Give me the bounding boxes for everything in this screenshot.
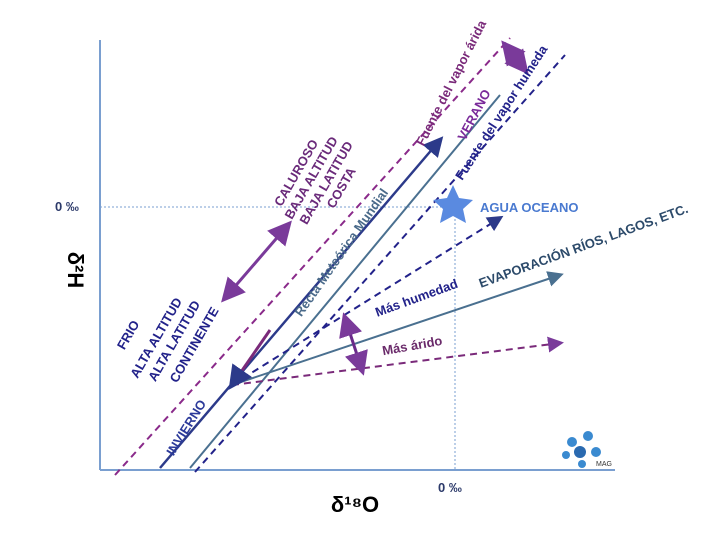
y-axis-label: δ²H xyxy=(63,252,88,289)
ocean: AGUA OCEANO xyxy=(480,200,578,215)
y-zero: 0 ‰ xyxy=(55,199,79,214)
labels: 0 ‰ 0 ‰ δ²H δ¹⁸O Fuente del vapor árida … xyxy=(55,17,690,517)
axes xyxy=(99,40,615,471)
ocean-star xyxy=(433,185,473,223)
logo-text: MAG xyxy=(596,461,612,468)
arid-source: Fuente del vapor árida xyxy=(413,17,490,148)
x-axis-label: δ¹⁸O xyxy=(331,492,379,517)
x-zero: 0 ‰ xyxy=(438,480,462,495)
more-arid: Más árido xyxy=(381,333,443,358)
winter: INVIERNO xyxy=(163,397,209,458)
cold-item: FRIO xyxy=(114,318,143,352)
lines xyxy=(114,37,566,476)
logo: MAG xyxy=(562,431,612,468)
